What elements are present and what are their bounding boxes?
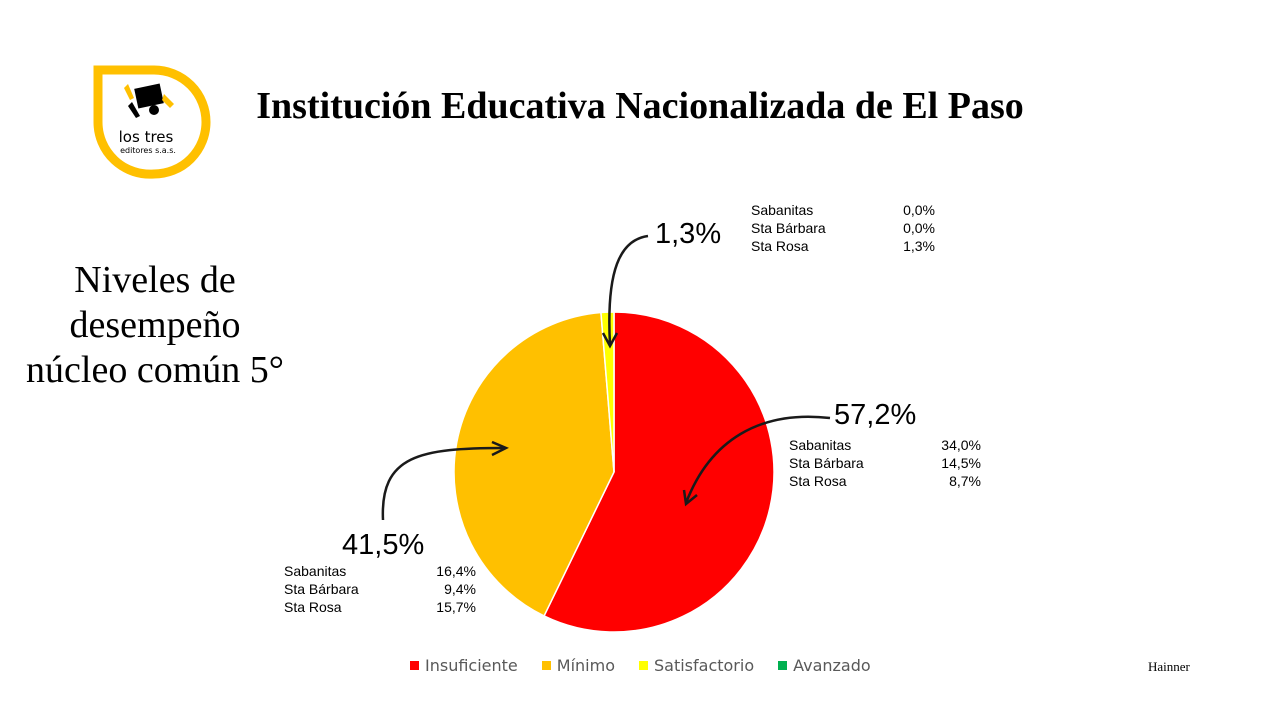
breakdown-value: 34,0% xyxy=(941,437,981,453)
breakdown-value: 0,0% xyxy=(903,220,935,236)
legend-swatch xyxy=(410,661,419,670)
chart-subtitle: Niveles de desempeño núcleo común 5° xyxy=(26,259,284,391)
breakdown-name: Sabanitas xyxy=(789,437,852,453)
breakdown-name: Sabanitas xyxy=(751,202,814,218)
legend-label: Avanzado xyxy=(793,656,871,675)
arrow-insuficiente-head xyxy=(682,489,698,507)
breakdown-row: Sabanitas 0,0% xyxy=(751,201,935,219)
label-minimo-pct: 41,5% xyxy=(342,529,425,561)
arrow-satisfactorio xyxy=(608,234,649,346)
logo-text-sub: editores s.a.s. xyxy=(120,146,176,155)
arrow-satisfactorio-head xyxy=(601,332,619,349)
label-satisfactorio-pct: 1,3% xyxy=(655,218,722,250)
breakdown-value: 0,0% xyxy=(903,202,935,218)
pie-slice-minimo xyxy=(453,311,615,617)
breakdown-value: 14,5% xyxy=(941,455,981,471)
legend-label: Insuficiente xyxy=(425,656,518,675)
breakdown-name: Sta Bárbara xyxy=(751,220,826,236)
breakdown-name: Sta Rosa xyxy=(284,599,342,615)
legend-item-insuficiente: Insuficiente xyxy=(410,656,518,675)
breakdown-row: Sabanitas 16,4% xyxy=(284,562,476,580)
breakdown-row: Sta Rosa 15,7% xyxy=(284,598,476,616)
breakdown-row: Sta Bárbara 14,5% xyxy=(789,454,981,472)
breakdown-name: Sabanitas xyxy=(284,563,347,579)
pie-slice-satisfactorio xyxy=(600,311,615,473)
breakdown-value: 15,7% xyxy=(436,599,476,615)
page-title: Institución Educativa Nacionalizada de E… xyxy=(256,85,1024,127)
breakdown-row: Sta Rosa 1,3% xyxy=(751,237,935,255)
breakdown-row: Sta Rosa 8,7% xyxy=(789,472,981,490)
breakdown-name: Sta Rosa xyxy=(751,238,809,254)
legend-swatch xyxy=(638,661,648,670)
legend-item-satisfactorio: Satisfactorio xyxy=(638,656,755,675)
legend-label: Mínimo xyxy=(556,656,615,675)
breakdown-row: Sta Bárbara 9,4% xyxy=(284,580,476,598)
logo-figure-icon xyxy=(124,83,174,118)
chart-legend: Insuficiente Mínimo Satisfactorio Avanza… xyxy=(410,656,871,675)
legend-swatch xyxy=(541,661,551,670)
breakdown-name: Sta Rosa xyxy=(789,473,847,489)
logo-text-main: los tres xyxy=(119,128,174,146)
arrow-minimo-head xyxy=(491,440,509,457)
arrow-insuficiente xyxy=(684,415,831,504)
breakdown-row: Sta Bárbara 0,0% xyxy=(751,219,935,237)
logo-badge-shape xyxy=(93,65,211,179)
legend-swatch xyxy=(778,661,788,670)
breakdown-name: Sta Bárbara xyxy=(789,455,864,471)
logo: los tres editores s.a.s. xyxy=(92,64,212,182)
pie-slice-insuficiente xyxy=(543,311,775,633)
breakdown-value: 8,7% xyxy=(949,473,981,489)
breakdown-value: 16,4% xyxy=(436,563,476,579)
breakdown-insuficiente: Sabanitas 34,0% Sta Bárbara 14,5% Sta Rosa… xyxy=(789,436,981,490)
legend-item-avanzado: Avanzado xyxy=(778,656,871,675)
breakdown-value: 9,4% xyxy=(444,581,476,597)
author-credit: Hainner xyxy=(1148,659,1190,674)
legend-item-minimo: Mínimo xyxy=(541,656,615,675)
arrows xyxy=(381,234,831,521)
breakdown-name: Sta Bárbara xyxy=(284,581,359,597)
arrow-minimo xyxy=(381,446,506,521)
legend-label: Satisfactorio xyxy=(653,656,755,675)
breakdown-value: 1,3% xyxy=(903,238,935,254)
breakdown-satisfactorio: Sabanitas 0,0% Sta Bárbara 0,0% Sta Rosa 1,… xyxy=(751,201,935,255)
breakdown-minimo: Sabanitas 16,4% Sta Bárbara 9,4% Sta Rosa 1… xyxy=(284,562,476,616)
breakdown-row: Sabanitas 34,0% xyxy=(789,436,981,454)
label-insuficiente-pct: 57,2% xyxy=(834,399,917,431)
